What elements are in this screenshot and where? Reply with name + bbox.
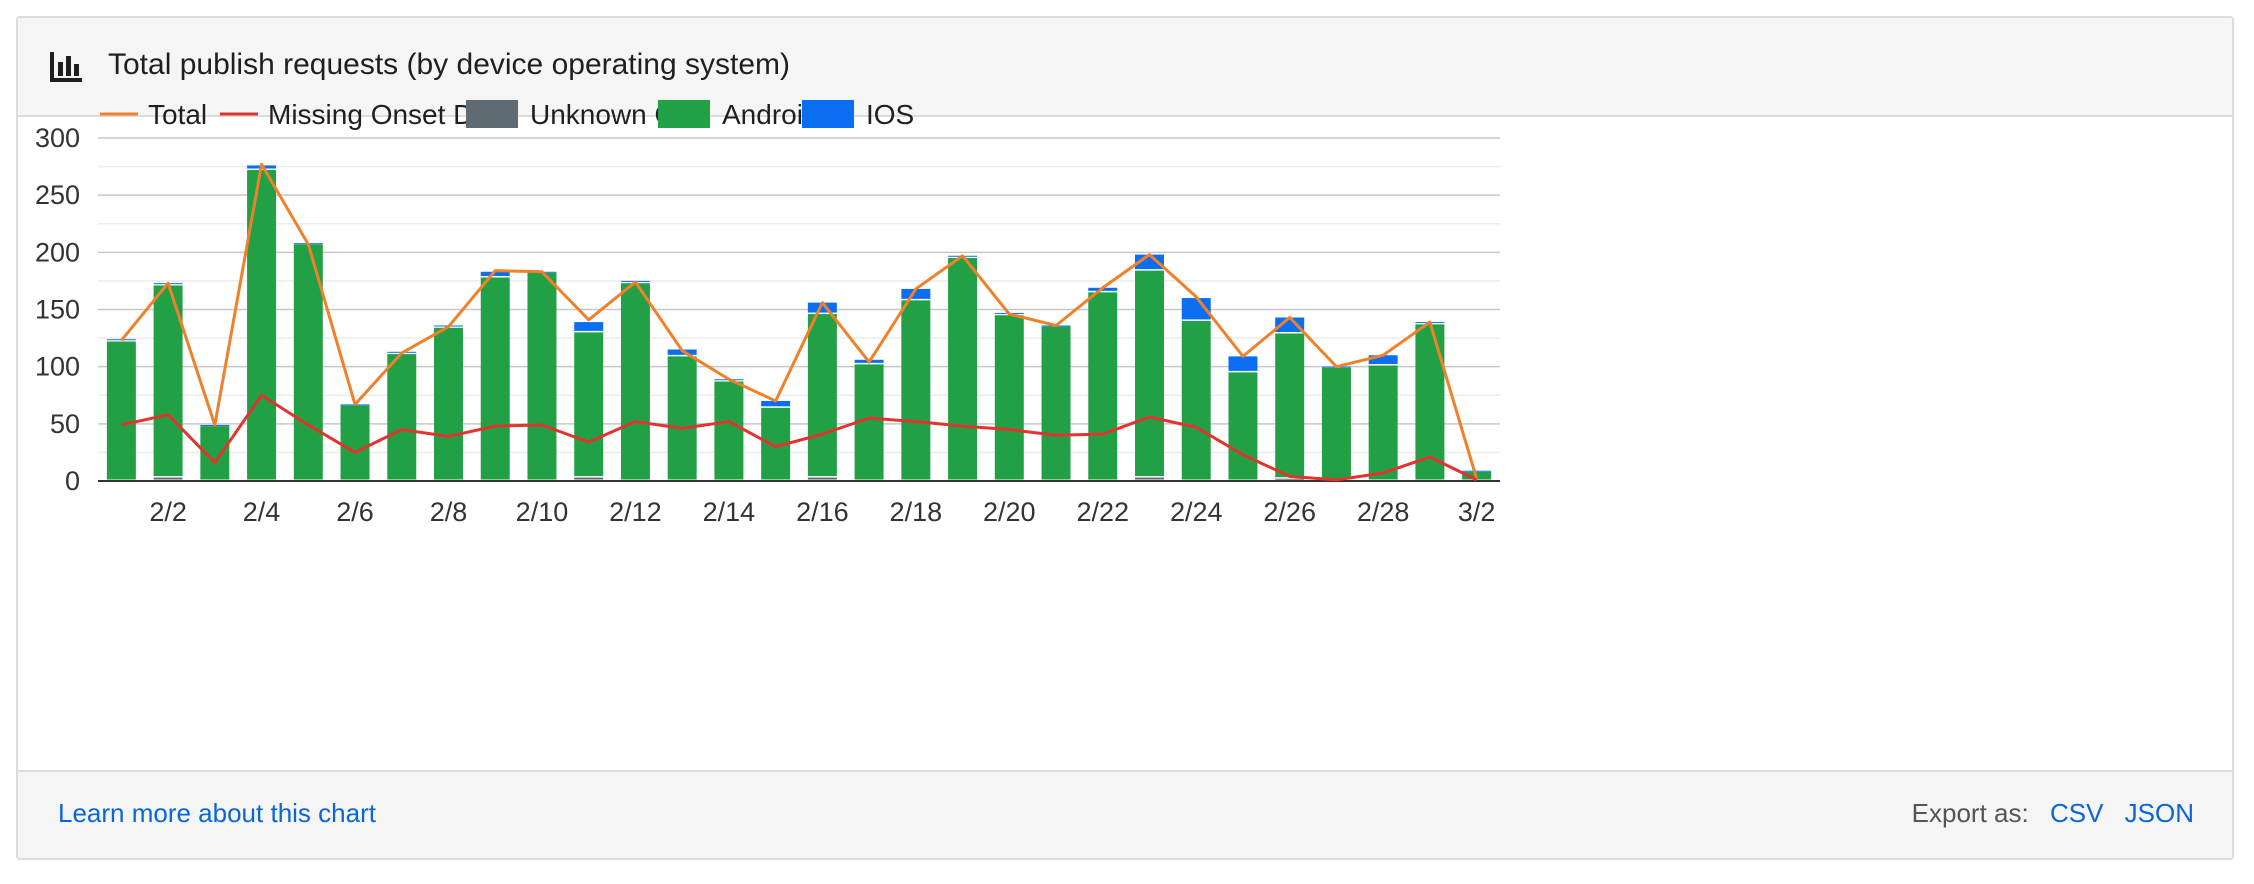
bar-android (714, 381, 744, 480)
bar-android (1135, 270, 1164, 477)
bar-android (340, 405, 370, 480)
bar-unknown-os (1135, 477, 1164, 480)
bar-android (1228, 372, 1258, 480)
bar-ios (901, 288, 931, 299)
bar-unknown-os (153, 477, 183, 480)
y-tick-label: 50 (50, 409, 80, 439)
bar-chart-icon (50, 52, 82, 82)
export-group: Export as: CSV JSON (1912, 798, 2194, 829)
bar-android (434, 327, 463, 480)
bar-ios (1228, 356, 1258, 371)
bar-android (901, 300, 931, 480)
bar-android (1321, 367, 1351, 480)
bar-android (667, 356, 697, 480)
bar-ios (807, 302, 837, 313)
bar-android (527, 272, 557, 480)
x-tick-label: 2/12 (609, 497, 662, 527)
bar-android (807, 314, 837, 477)
y-tick-label: 150 (35, 295, 80, 325)
x-tick-label: 2/2 (149, 497, 187, 527)
export-label: Export as: (1911, 798, 2029, 828)
bar-ios (1368, 355, 1398, 365)
x-tick-label: 2/20 (983, 497, 1036, 527)
y-tick-label: 250 (35, 180, 80, 210)
bar-android (106, 341, 136, 480)
bar-ios (761, 400, 791, 407)
legend-swatch-unknown-os (466, 100, 518, 128)
bar-ios (1462, 470, 1492, 472)
export-csv-link[interactable]: CSV (2049, 798, 2104, 828)
bar-unknown-os (574, 477, 604, 480)
bar-android (293, 244, 323, 480)
bar-android (620, 283, 650, 480)
bar-ios (1275, 317, 1305, 333)
bar-android (1088, 292, 1118, 480)
x-tick-label: 2/18 (890, 497, 943, 527)
bar-unknown-os (1275, 478, 1305, 480)
x-tick-label: 2/4 (243, 497, 281, 527)
bar-ios (480, 271, 510, 276)
x-tick-label: 2/26 (1263, 497, 1316, 527)
chart-plot: 0 50 100 150 200 250 300 2/2 2/4 2/6 2/8 2/10 2/12 2/… (35, 99, 1500, 527)
legend-label: Total (148, 99, 207, 130)
bar-android (994, 315, 1024, 480)
y-tick-label: 200 (35, 237, 80, 267)
legend-swatch-android (658, 100, 710, 128)
line-total (120, 162, 1479, 480)
x-tick-label: 2/22 (1076, 497, 1129, 527)
chart-card: Total publish requests (by device operat… (16, 16, 2234, 860)
bar-android (1368, 365, 1398, 480)
x-tick-label: 2/14 (703, 497, 756, 527)
bar-ios (574, 322, 604, 331)
bar-android (574, 332, 604, 477)
bar-android (480, 277, 510, 480)
card-header: Total publish requests (by device operat… (18, 18, 2232, 117)
bar-android (948, 258, 978, 480)
chart-title: Total publish requests (by device operat… (108, 48, 791, 81)
x-tick-label: 2/6 (336, 497, 374, 527)
x-tick-label: 2/8 (430, 497, 468, 527)
y-tick-label: 100 (35, 352, 80, 382)
export-json-link[interactable]: JSON (2124, 798, 2194, 828)
legend-label: IOS (866, 99, 914, 130)
legend-swatch-ios (802, 100, 854, 128)
bar-android (1041, 326, 1071, 480)
y-tick-label: 300 (35, 123, 80, 153)
bar-android (387, 354, 417, 480)
bar-unknown-os (807, 477, 837, 480)
card-footer: Learn more about this chart Export as: C… (18, 770, 2232, 858)
x-tick-label: 2/24 (1170, 497, 1223, 527)
x-tick-label: 2/28 (1357, 497, 1410, 527)
bar-android (1275, 333, 1305, 478)
line-missing-onset-date (121, 393, 1478, 482)
x-tick-label: 2/16 (796, 497, 849, 527)
x-tick-label: 3/2 (1458, 497, 1496, 527)
learn-more-link[interactable]: Learn more about this chart (58, 798, 376, 828)
x-tick-label: 2/10 (516, 497, 569, 527)
bar-ios (1181, 298, 1211, 320)
bar-android (1181, 320, 1211, 480)
y-tick-label: 0 (65, 466, 80, 496)
